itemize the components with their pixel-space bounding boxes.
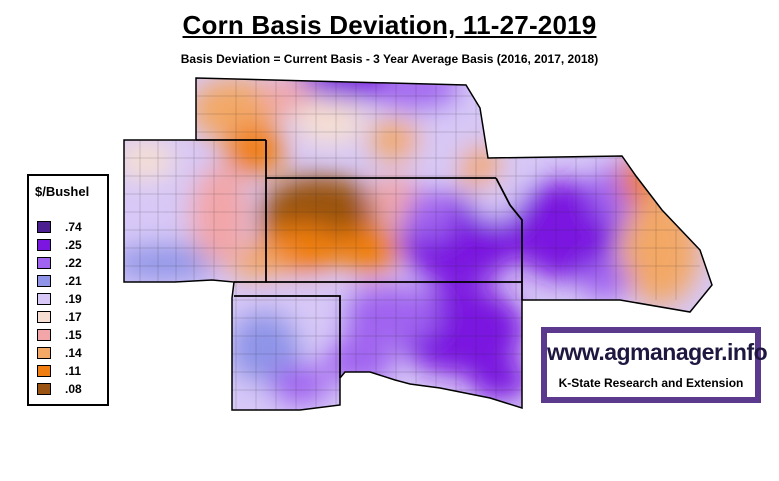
agmanager-badge[interactable]: www.agmanager.info K-State Research and …	[541, 327, 768, 403]
legend-swatch	[37, 221, 51, 233]
legend-label: .17	[65, 310, 82, 324]
legend-label: .74	[65, 220, 82, 234]
legend-swatch	[37, 383, 51, 395]
legend-item: .14	[37, 344, 82, 362]
map-subtitle: Basis Deviation = Current Basis - 3 Year…	[180, 52, 599, 66]
legend-label: .15	[65, 328, 82, 342]
legend-label: .22	[65, 256, 82, 270]
legend-item: .11	[37, 362, 81, 380]
legend-swatch	[37, 275, 51, 287]
legend-item: .19	[37, 290, 82, 308]
legend-swatch	[37, 293, 51, 305]
legend-item: .74	[37, 218, 82, 236]
badge-org: K-State Research and Extension	[558, 376, 744, 390]
legend-swatch	[37, 311, 51, 323]
map-title: Corn Basis Deviation, 11-27-2019	[182, 10, 597, 40]
legend-item: .22	[37, 254, 82, 272]
legend-label: .08	[65, 382, 82, 396]
legend-swatch	[37, 329, 51, 341]
legend-label: .25	[65, 238, 82, 252]
legend-label: .19	[65, 292, 82, 306]
legend-item: .21	[37, 272, 82, 290]
legend-swatch	[37, 257, 51, 269]
legend-item: .08	[37, 380, 82, 398]
legend-label: .11	[65, 364, 82, 378]
legend-swatch	[37, 365, 51, 377]
legend-swatch	[37, 239, 51, 251]
legend-label: .14	[65, 346, 82, 360]
legend-label: .21	[65, 274, 82, 288]
legend-item: .17	[37, 308, 82, 326]
legend-swatch	[37, 347, 51, 359]
badge-url[interactable]: www.agmanager.info	[547, 339, 768, 365]
legend: $/Bushel .74 .25 .22 .21 .19 .17 .15	[27, 174, 109, 406]
legend-item: .15	[37, 326, 82, 344]
badge-panel: www.agmanager.info K-State Research and …	[547, 333, 768, 397]
legend-title: $/Bushel	[35, 184, 90, 199]
legend-item: .25	[37, 236, 82, 254]
